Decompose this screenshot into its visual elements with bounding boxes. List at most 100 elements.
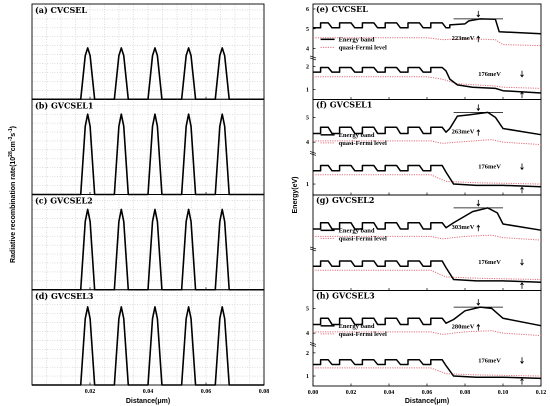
axis-break (309, 57, 317, 61)
peak-point (154, 47, 156, 49)
x-tick-label: 0.02 (85, 389, 96, 395)
offset-arrow-down (520, 357, 524, 364)
left-panel-3: (d) GVCSEL3 (31, 289, 265, 386)
x-tick-label: 0.06 (201, 389, 212, 395)
barrier-arrow-down (476, 104, 481, 112)
y-tick-label: 4 (306, 140, 309, 146)
axis-break (309, 153, 317, 156)
barrier-arrow-up (476, 224, 481, 232)
barrier-annotation: 223meV (452, 35, 475, 42)
offset-arrow-up (520, 91, 524, 99)
x-tick-label: 0.00 (308, 390, 319, 396)
peak-point (120, 208, 122, 211)
left-panel-2: (c) GVCSEL2 (31, 194, 265, 291)
peak-point (154, 306, 156, 308)
panel-label: (g) GVCSEL2 (316, 195, 374, 205)
peak-point (154, 208, 156, 211)
offset-annotation: 176meV (478, 163, 501, 170)
barrier-arrow-up (476, 35, 481, 43)
peak-point (120, 47, 122, 49)
peak-point (221, 208, 223, 211)
y-axis-title-part: -1 (8, 128, 14, 133)
upper-fermi-line (313, 139, 542, 146)
offset-arrow-down (520, 70, 524, 78)
left-panel-0: (a) CVCSEL (31, 3, 265, 101)
barrier-arrow-up (476, 323, 481, 331)
lower-band-line (313, 164, 542, 188)
lower-fermi-line (313, 174, 542, 185)
panel-frame (312, 99, 542, 196)
axis-break (309, 342, 317, 345)
peak-point (221, 306, 223, 308)
lower-fermi-line (313, 76, 542, 89)
x-tick-label: 0.08 (259, 389, 270, 395)
lower-fermi-line (313, 269, 542, 281)
y-axis-title-part: Radiative recombination rate(10 (10, 157, 17, 263)
y-tick-label: 5 (306, 115, 309, 121)
y-axis-title-part: s (10, 133, 17, 137)
x-tick-label: 0.04 (384, 390, 395, 396)
y-tick-label: 5 (306, 306, 309, 312)
offset-arrow-down (520, 258, 524, 266)
upper-band-line (313, 207, 542, 231)
left-panel-1: (b) GVCSEL1 (31, 98, 265, 196)
upper-band-line (313, 18, 542, 35)
offset-arrow-up (520, 186, 524, 194)
legend-band-label: Energy band (339, 132, 375, 139)
axis-break (309, 55, 317, 59)
y-axis-title: Radiative recombination rate(1028cm-3s-1… (8, 126, 17, 263)
y-tick-label: 4 (306, 47, 309, 53)
lower-band-line (313, 260, 542, 283)
y-tick-label: 1 (306, 374, 309, 380)
peak-point (87, 47, 89, 49)
legend-fermi-label: quasi-Fermi level (339, 44, 387, 51)
x-tick-label: 0.08 (460, 390, 471, 396)
peak-point (87, 113, 89, 115)
barrier-arrow-down (476, 10, 481, 18)
panel-frame (312, 290, 542, 387)
axis-break (309, 344, 317, 347)
panel-label: (d) GVCSEL3 (35, 291, 94, 301)
legend-band-label: Energy band (339, 227, 375, 234)
y-axis-title: Energy(eV) (292, 177, 299, 214)
panel-label: (f) GVCSEL1 (316, 100, 372, 110)
peak-point (221, 113, 223, 115)
x-tick-label: 0.06 (422, 390, 433, 396)
peak-point (154, 113, 156, 115)
x-axis-title: Distance(μm) (126, 398, 170, 405)
x-tick-label: 0.10 (498, 390, 509, 396)
x-tick-label: 0.12 (536, 390, 547, 396)
lower-fermi-line (313, 367, 542, 377)
barrier-arrow-up (476, 129, 481, 136)
y-tick-label: 5 (306, 27, 309, 33)
peak-point (87, 306, 89, 308)
legend-fermi-label: quasi-Fermi level (339, 331, 387, 338)
offset-arrow-up (520, 282, 524, 289)
panel-frame (312, 194, 542, 291)
peak-point (188, 306, 190, 308)
y-tick-label: 1 (306, 88, 309, 94)
panel-label: (b) GVCSEL1 (35, 100, 93, 110)
y-axis-title-part: 28 (8, 151, 14, 157)
upper-fermi-line (313, 37, 542, 47)
barrier-arrow-down (476, 199, 481, 207)
peak-point (188, 113, 190, 115)
barrier-arrow-down (476, 299, 481, 306)
legend-fermi-label: quasi-Fermi level (339, 235, 387, 242)
y-tick-label: 2 (306, 64, 309, 70)
y-tick-label: 2 (306, 351, 309, 357)
legend-band-label: Energy band (339, 36, 375, 43)
x-tick-label: 0.02 (346, 390, 357, 396)
panel-label: (h) GVCSEL3 (316, 291, 375, 301)
lower-band-line (313, 359, 542, 380)
left-recombination-chart: (a) CVCSEL (b) GVCSEL1 (c) GVCSEL2 (d) GVCS… (8, 3, 270, 405)
recombination-curve (32, 306, 264, 386)
peak-point (120, 306, 122, 308)
y-tick-label: 1 (306, 182, 309, 188)
barrier-annotation: 303meV (452, 224, 475, 231)
